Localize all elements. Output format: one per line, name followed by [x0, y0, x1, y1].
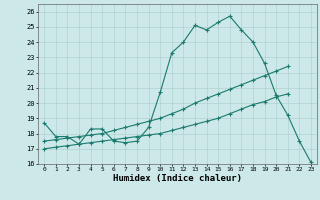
X-axis label: Humidex (Indice chaleur): Humidex (Indice chaleur): [113, 174, 242, 183]
